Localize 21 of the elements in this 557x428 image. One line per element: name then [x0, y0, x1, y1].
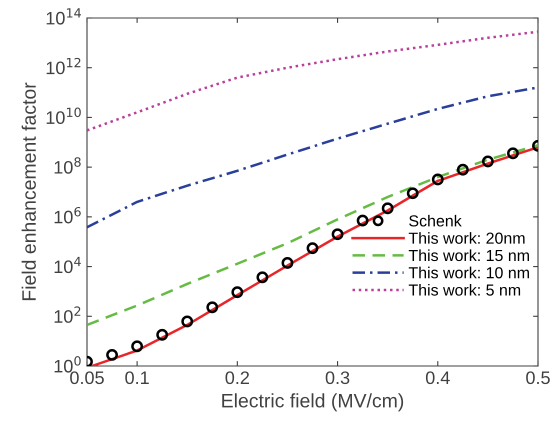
- x-axis-title: Electric field (MV/cm): [222, 393, 404, 412]
- y-tick-label: 10$^{10}$: [46, 108, 81, 124]
- y-tick-label: 10$^{14}$: [46, 8, 81, 25]
- legend-label: Schenk: [409, 214, 462, 227]
- y-tick-label: 10$^{0}$: [54, 356, 81, 373]
- x-tick-label: 0.3: [326, 371, 350, 384]
- legend-label: This work: 15 nm: [408, 249, 529, 262]
- legend-label: This work: 5 nm: [408, 284, 520, 296]
- y-tick-label: 10$^{12}$: [46, 58, 80, 74]
- y-tick-label: 10$^{4}$: [54, 256, 81, 274]
- y-tick-label: 10$^{6}$: [54, 206, 81, 224]
- legend-label: This work: 10 nm: [408, 266, 529, 278]
- y-axis-title: Field enhancement factor: [22, 82, 36, 300]
- x-tick-label: 0.2: [225, 371, 249, 384]
- y-tick-label: 10$^{8}$: [54, 157, 81, 174]
- x-tick-label: 0.1: [125, 371, 149, 384]
- x-tick-label: 0.4: [426, 371, 450, 384]
- legend-label: This work: 20nm: [408, 232, 525, 244]
- x-tick-label: 0.05: [70, 371, 104, 384]
- x-tick-label: 0.5: [526, 371, 550, 384]
- y-tick-label: 10$^{2}$: [54, 306, 80, 323]
